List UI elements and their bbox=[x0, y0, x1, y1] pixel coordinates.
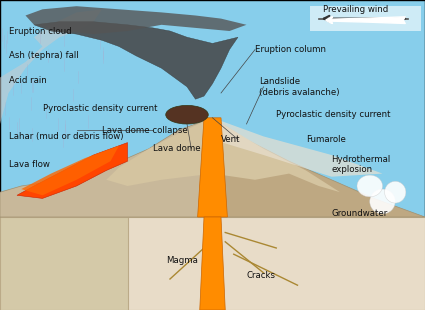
Polygon shape bbox=[26, 6, 246, 34]
Text: Ash (tephra) fall: Ash (tephra) fall bbox=[8, 51, 78, 60]
Text: Eruption cloud: Eruption cloud bbox=[8, 26, 71, 36]
Polygon shape bbox=[34, 22, 238, 99]
Ellipse shape bbox=[357, 175, 382, 197]
Polygon shape bbox=[0, 118, 212, 217]
Polygon shape bbox=[198, 118, 227, 217]
FancyBboxPatch shape bbox=[119, 217, 425, 310]
Text: Magma: Magma bbox=[166, 256, 198, 265]
Text: Pyroclastic density current: Pyroclastic density current bbox=[42, 104, 157, 113]
Text: Cracks: Cracks bbox=[246, 271, 275, 281]
Polygon shape bbox=[212, 118, 425, 217]
FancyBboxPatch shape bbox=[0, 217, 128, 310]
Polygon shape bbox=[17, 143, 128, 198]
Text: Lava dome collapse: Lava dome collapse bbox=[102, 126, 188, 135]
Text: Eruption column: Eruption column bbox=[255, 45, 326, 54]
Polygon shape bbox=[21, 146, 119, 195]
Text: Lahar (mud or debris flow): Lahar (mud or debris flow) bbox=[8, 132, 123, 141]
FancyBboxPatch shape bbox=[310, 6, 421, 31]
Text: Pyroclastic density current: Pyroclastic density current bbox=[276, 110, 391, 119]
Ellipse shape bbox=[385, 181, 406, 203]
Polygon shape bbox=[200, 217, 225, 310]
Polygon shape bbox=[212, 118, 382, 177]
Text: Lava flow: Lava flow bbox=[8, 160, 49, 169]
Ellipse shape bbox=[370, 189, 395, 214]
Text: Prevailing wind: Prevailing wind bbox=[323, 5, 388, 14]
Ellipse shape bbox=[166, 105, 208, 124]
Text: Fumarole: Fumarole bbox=[306, 135, 346, 144]
Polygon shape bbox=[0, 9, 102, 124]
Text: Vent: Vent bbox=[221, 135, 241, 144]
Text: Acid rain: Acid rain bbox=[8, 76, 46, 85]
Polygon shape bbox=[106, 118, 340, 192]
Text: Landslide
(debris avalanche): Landslide (debris avalanche) bbox=[259, 77, 340, 96]
Text: Lava dome: Lava dome bbox=[153, 144, 201, 153]
Text: Groundwater: Groundwater bbox=[332, 209, 388, 219]
FancyBboxPatch shape bbox=[0, 0, 425, 232]
Text: Hydrothermal
explosion: Hydrothermal explosion bbox=[332, 155, 391, 174]
